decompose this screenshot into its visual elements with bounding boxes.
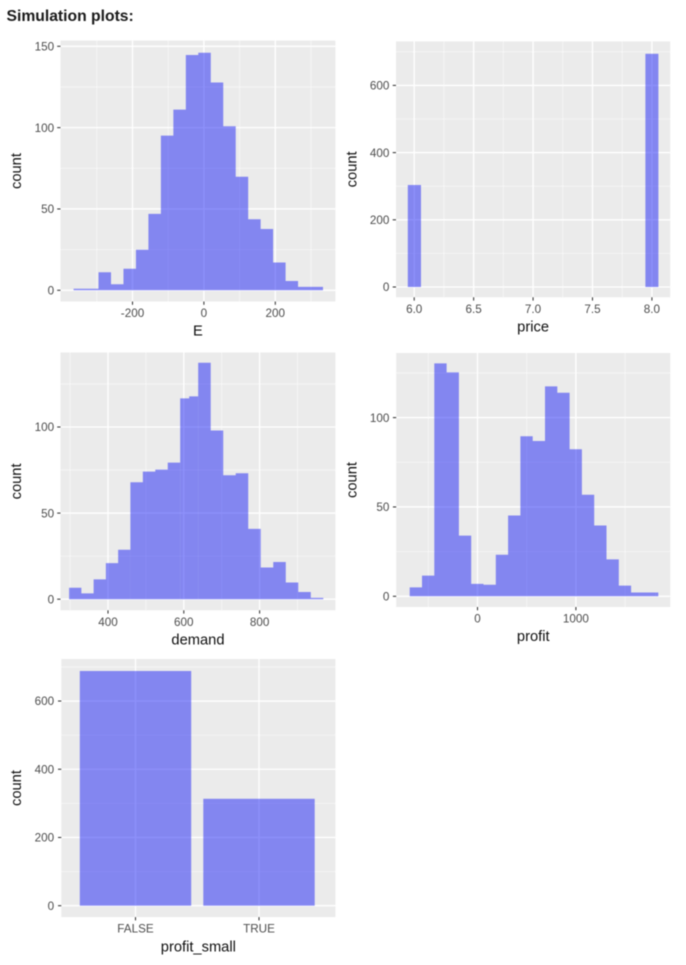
svg-text:TRUE: TRUE bbox=[243, 923, 275, 936]
svg-text:7.0: 7.0 bbox=[525, 303, 542, 316]
svg-text:400: 400 bbox=[35, 763, 55, 776]
svg-text:E: E bbox=[193, 324, 203, 340]
svg-text:600: 600 bbox=[174, 616, 194, 629]
svg-text:200: 200 bbox=[370, 214, 390, 227]
svg-text:50: 50 bbox=[376, 501, 390, 514]
svg-text:0: 0 bbox=[383, 281, 390, 294]
svg-text:0: 0 bbox=[201, 307, 208, 320]
svg-text:count: count bbox=[344, 462, 360, 498]
svg-text:600: 600 bbox=[35, 695, 55, 708]
svg-text:800: 800 bbox=[250, 616, 270, 629]
svg-text:6.0: 6.0 bbox=[406, 303, 423, 316]
svg-text:count: count bbox=[9, 770, 25, 806]
svg-text:count: count bbox=[9, 463, 25, 499]
svg-text:100: 100 bbox=[35, 421, 55, 434]
svg-text:0: 0 bbox=[383, 591, 390, 604]
svg-text:8.0: 8.0 bbox=[644, 303, 661, 316]
svg-text:0: 0 bbox=[48, 285, 55, 298]
svg-text:200: 200 bbox=[266, 307, 286, 320]
svg-text:0: 0 bbox=[474, 613, 481, 626]
svg-text:150: 150 bbox=[35, 41, 55, 54]
svg-text:0: 0 bbox=[48, 593, 55, 606]
svg-text:0: 0 bbox=[48, 900, 55, 913]
svg-text:FALSE: FALSE bbox=[117, 923, 154, 936]
svg-text:50: 50 bbox=[41, 507, 55, 520]
svg-text:400: 400 bbox=[370, 147, 390, 160]
svg-text:price: price bbox=[517, 320, 549, 336]
svg-text:profit_small: profit_small bbox=[161, 939, 236, 955]
svg-text:count: count bbox=[344, 151, 360, 187]
svg-text:demand: demand bbox=[171, 633, 224, 649]
svg-text:50: 50 bbox=[41, 203, 55, 216]
svg-text:200: 200 bbox=[35, 832, 55, 845]
svg-text:7.5: 7.5 bbox=[584, 303, 601, 316]
svg-text:count: count bbox=[9, 153, 25, 189]
svg-text:1000: 1000 bbox=[563, 613, 590, 626]
svg-text:profit: profit bbox=[517, 629, 550, 645]
svg-text:600: 600 bbox=[370, 80, 390, 93]
svg-text:100: 100 bbox=[370, 412, 390, 425]
svg-text:100: 100 bbox=[35, 122, 55, 135]
svg-text:6.5: 6.5 bbox=[466, 303, 483, 316]
svg-text:400: 400 bbox=[98, 616, 118, 629]
svg-text:-200: -200 bbox=[121, 307, 145, 320]
